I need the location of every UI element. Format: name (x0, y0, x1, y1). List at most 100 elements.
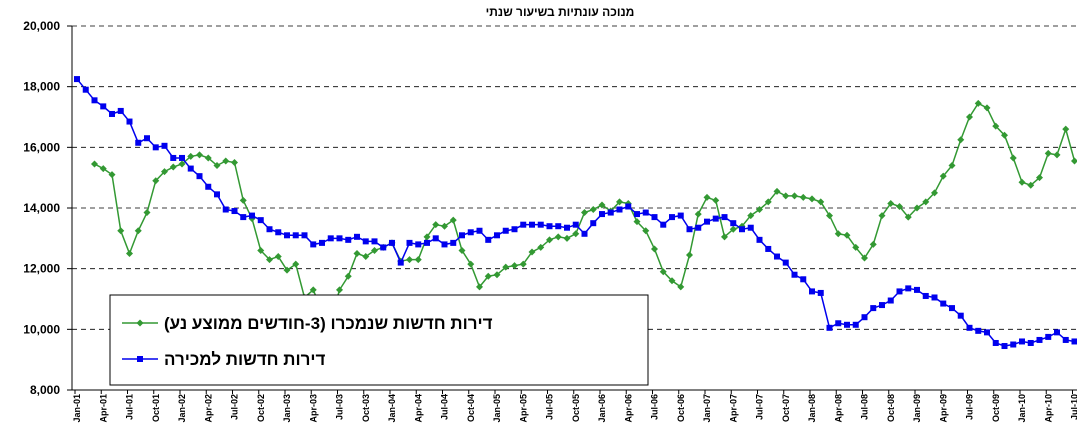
data-point (100, 103, 107, 110)
x-tick-label: Apr-08 (833, 394, 843, 423)
data-point (1019, 338, 1025, 345)
data-point (843, 231, 851, 239)
data-point (730, 220, 737, 227)
data-point (589, 206, 597, 214)
data-point (99, 165, 107, 173)
data-point (983, 104, 991, 112)
data-point (896, 288, 903, 295)
data-point (178, 160, 186, 168)
data-point (695, 224, 702, 231)
data-point (948, 162, 956, 170)
data-point (414, 256, 422, 264)
data-point (91, 97, 98, 104)
data-point (109, 110, 115, 117)
data-point (143, 209, 151, 217)
data-point (74, 76, 80, 83)
data-point (773, 187, 781, 195)
data-point (878, 212, 886, 220)
x-tick-label: Jul-06 (650, 394, 660, 420)
x-tick-label: Jul-07 (755, 394, 765, 420)
data-point (450, 239, 457, 246)
data-point (739, 226, 745, 233)
data-point (222, 206, 229, 213)
x-tick-label: Apr-06 (623, 394, 633, 423)
x-tick-label: Apr-10 (1043, 394, 1053, 423)
data-point (992, 122, 1000, 130)
data-point (607, 209, 614, 216)
data-point (1062, 336, 1069, 343)
data-point (415, 241, 422, 248)
data-point (108, 171, 116, 179)
data-point (239, 196, 247, 204)
x-tick-label: Apr-01 (98, 394, 108, 423)
data-point (1027, 339, 1034, 346)
data-point (1054, 329, 1060, 336)
data-point (485, 236, 492, 243)
data-point (117, 227, 125, 235)
data-point (686, 251, 693, 259)
data-point (572, 221, 579, 228)
data-point (529, 221, 535, 228)
data-point (554, 233, 562, 241)
x-tick-label: Jan-04 (387, 394, 397, 423)
data-point (764, 198, 772, 206)
data-point (974, 99, 982, 107)
data-point (913, 204, 921, 212)
data-point (266, 226, 273, 233)
legend-box (109, 294, 649, 386)
data-point (660, 221, 667, 228)
data-point (1010, 341, 1017, 348)
data-point (467, 229, 474, 236)
data-point (380, 244, 387, 251)
data-point (712, 196, 720, 204)
data-point (957, 136, 965, 144)
data-point (187, 165, 194, 172)
x-tick-label: Jul-10 (1070, 394, 1077, 420)
data-point (117, 107, 124, 114)
data-point (791, 271, 798, 278)
data-point (747, 212, 755, 220)
data-point (922, 198, 930, 206)
data-point (940, 300, 947, 307)
data-point (564, 224, 570, 231)
legend-marker (136, 319, 144, 327)
data-point (187, 152, 195, 160)
data-point (459, 232, 465, 239)
x-tick-label: Jan-08 (807, 394, 817, 423)
data-point (966, 113, 973, 121)
data-point (310, 241, 317, 248)
data-point (887, 199, 895, 207)
data-point (914, 286, 920, 293)
x-tick-label: Oct-03 (361, 394, 371, 422)
x-tick-label: Apr-07 (728, 394, 738, 423)
data-point (677, 212, 684, 219)
data-point (922, 292, 929, 299)
data-point (371, 246, 378, 254)
x-tick-label: Jan-09 (912, 394, 922, 423)
legend-label: דירות חדשות למכירה (164, 350, 326, 369)
data-point (555, 223, 562, 230)
data-point (441, 241, 448, 248)
data-point (599, 211, 605, 218)
data-point (686, 226, 693, 233)
data-point (476, 283, 483, 291)
data-point (274, 253, 282, 261)
x-tick-label: Jan-03 (282, 394, 292, 423)
data-point (887, 297, 894, 304)
data-point (458, 246, 466, 254)
data-point (844, 321, 850, 328)
legend-marker (137, 356, 143, 362)
data-point (179, 154, 185, 161)
data-point (520, 221, 527, 228)
data-point (283, 266, 291, 274)
data-point (266, 256, 273, 264)
data-point (633, 218, 641, 226)
data-point (1053, 151, 1061, 159)
x-tick-label: Oct-06 (676, 394, 686, 422)
data-point (424, 239, 430, 246)
data-point (82, 86, 89, 93)
data-point (284, 232, 290, 239)
data-point (213, 162, 221, 170)
data-point (196, 151, 203, 159)
data-point (694, 210, 702, 218)
